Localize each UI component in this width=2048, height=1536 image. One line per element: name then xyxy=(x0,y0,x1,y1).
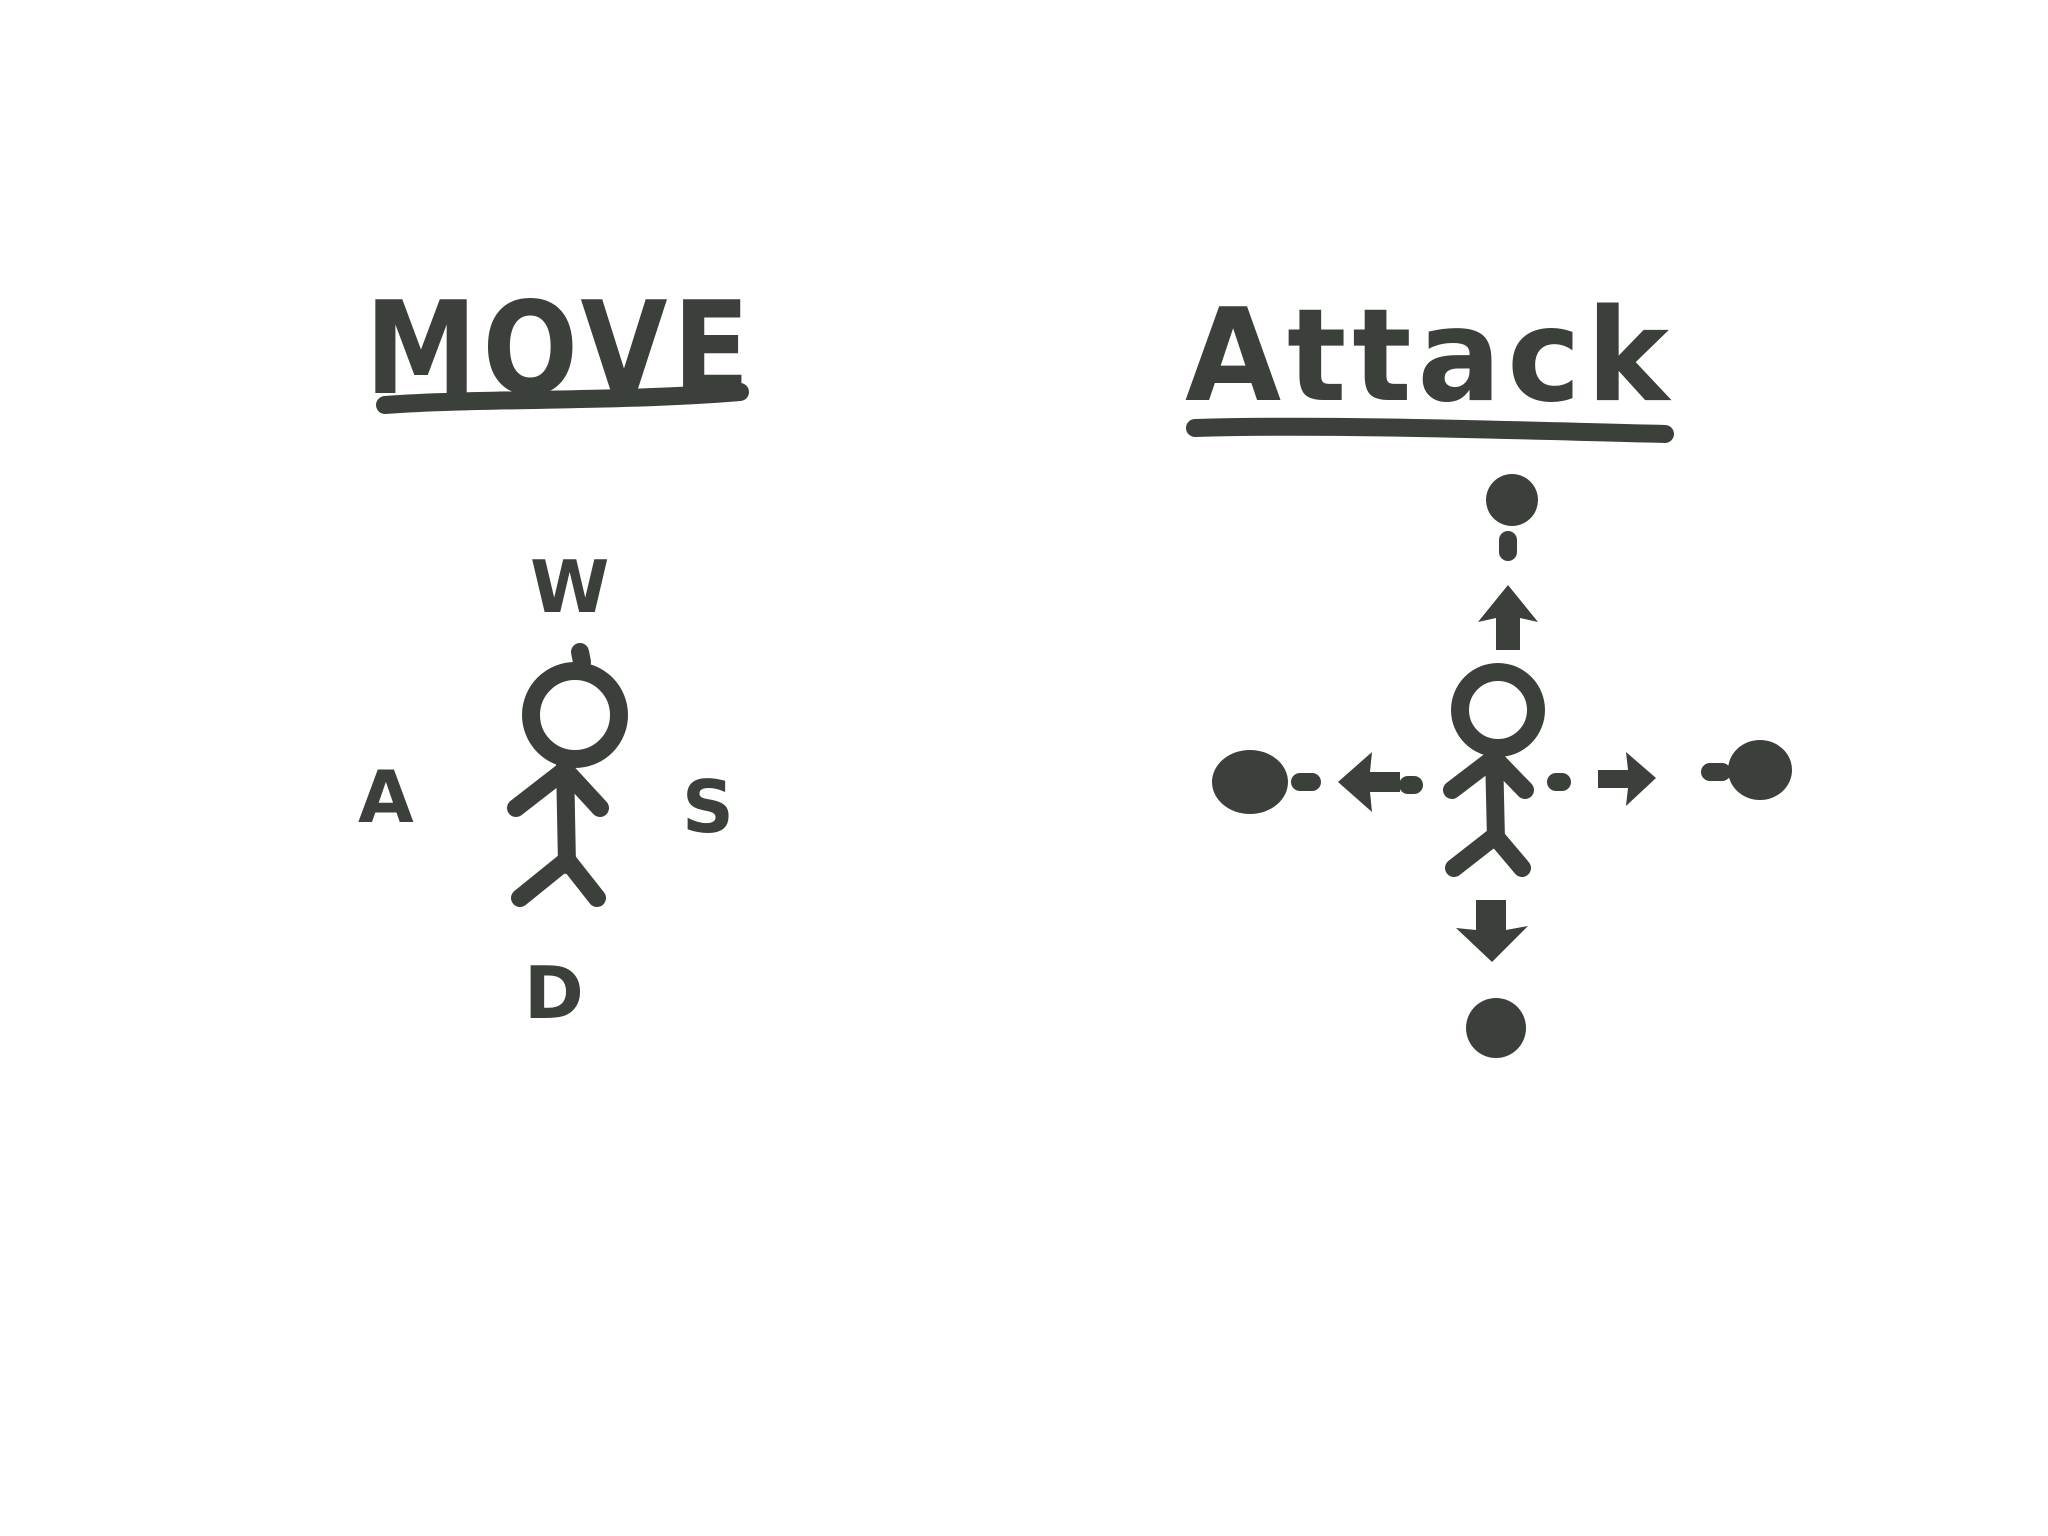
target-dot-right xyxy=(1728,740,1792,800)
stick-figure-head xyxy=(522,662,628,768)
stick-figure-legs xyxy=(1445,827,1531,877)
stick-figure-arms xyxy=(1443,749,1534,799)
move-key-left: A xyxy=(358,755,414,839)
move-key-right: S xyxy=(682,765,734,849)
target-dot-up xyxy=(1486,474,1538,526)
stick-figure-hair xyxy=(571,643,591,671)
attack-left xyxy=(1212,750,1423,814)
attack-title: Attack xyxy=(1185,282,1675,431)
move-key-up: W xyxy=(530,545,609,629)
stick-figure-legs xyxy=(511,851,606,907)
target-dot-down xyxy=(1466,998,1526,1058)
stick-figure-head xyxy=(1451,663,1545,757)
attack-down xyxy=(1456,900,1528,1058)
move-stick-figure xyxy=(507,643,628,907)
attack-section: Attack xyxy=(1185,282,1792,1058)
arrow-down-icon xyxy=(1456,900,1528,962)
move-title-underline xyxy=(376,383,749,414)
arrow-left-icon xyxy=(1338,752,1400,812)
stick-figure-arms xyxy=(507,761,609,817)
attack-title-underline xyxy=(1186,417,1674,443)
target-dot-left xyxy=(1212,750,1288,814)
move-key-down: D xyxy=(524,951,584,1035)
attack-stick-figure xyxy=(1443,663,1545,877)
arrow-up-icon xyxy=(1478,585,1538,650)
attack-right xyxy=(1547,740,1792,806)
attack-up xyxy=(1478,474,1538,650)
move-section: MOVE W A S D xyxy=(358,275,749,1035)
arrow-right-icon xyxy=(1598,752,1656,806)
